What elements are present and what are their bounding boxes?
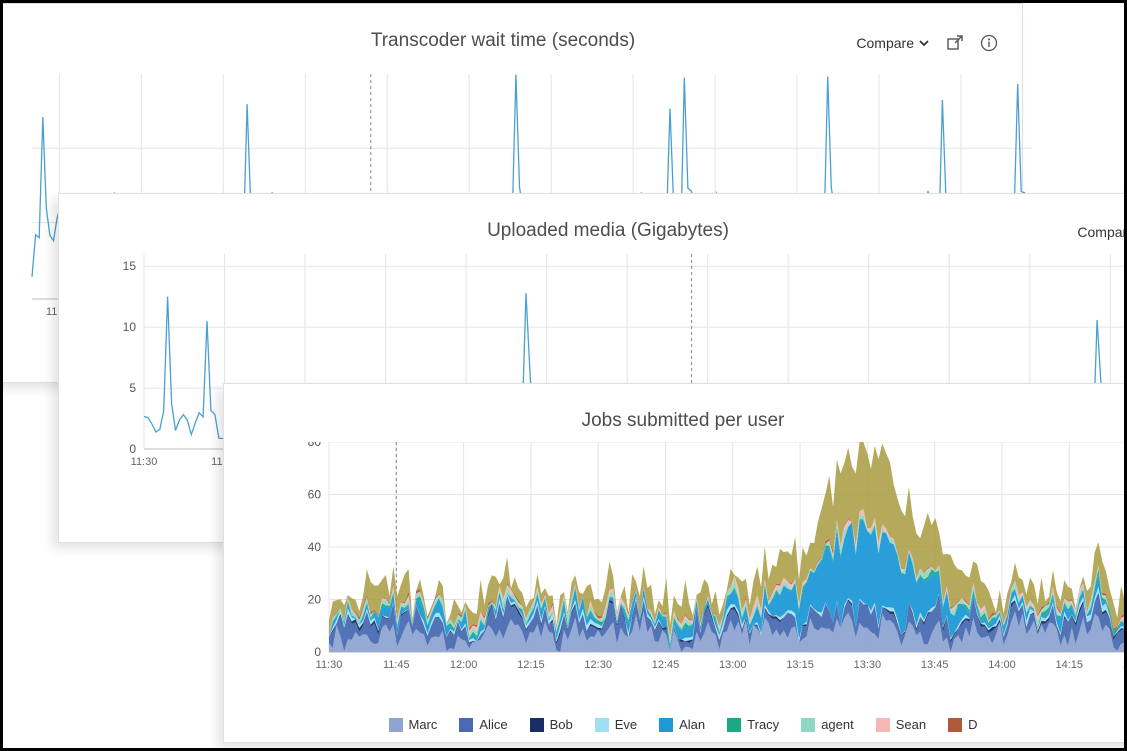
- legend-item[interactable]: Sean: [876, 717, 926, 732]
- svg-text:15: 15: [123, 259, 137, 273]
- legend-item[interactable]: Bob: [530, 717, 573, 732]
- chart-legend: Marc Alice Bob Eve Alan Tracy agent Sean D: [224, 717, 1127, 732]
- svg-text:13:30: 13:30: [854, 659, 882, 671]
- chart-title: Jobs submitted per user: [224, 410, 1127, 432]
- legend-item[interactable]: Marc: [389, 717, 438, 732]
- legend-swatch: [948, 718, 962, 732]
- legend-swatch: [801, 718, 815, 732]
- chevron-down-icon: [918, 37, 930, 49]
- svg-text:20: 20: [308, 593, 322, 607]
- svg-text:14:15: 14:15: [1056, 659, 1084, 671]
- chart-plot-area: 0 20 40 60 80 11:30 11:45 12:00 12:15 12:30 12:45 1…: [284, 442, 1127, 687]
- legend-swatch: [389, 718, 403, 732]
- svg-text:12:45: 12:45: [652, 659, 680, 671]
- legend-item[interactable]: Eve: [595, 717, 637, 732]
- chart-card-jobs-per-user: Jobs submitted per user 0 20 40 60 80 11:30 11…: [223, 383, 1127, 743]
- svg-text:11:45: 11:45: [383, 659, 410, 671]
- svg-text:5: 5: [129, 381, 136, 395]
- svg-text:40: 40: [308, 540, 322, 554]
- chart-title: Uploaded media (Gigabytes): [59, 220, 1127, 242]
- legend-label: Marc: [409, 717, 438, 732]
- legend-item[interactable]: Alice: [459, 717, 507, 732]
- svg-text:60: 60: [308, 488, 322, 502]
- legend-label: Alice: [479, 717, 507, 732]
- legend-label: Alan: [679, 717, 705, 732]
- svg-text:11:30: 11:30: [131, 456, 158, 468]
- legend-swatch: [876, 718, 890, 732]
- legend-swatch: [530, 718, 544, 732]
- legend-label: Sean: [896, 717, 926, 732]
- chart-toolbar: Compare: [1077, 224, 1127, 240]
- legend-item[interactable]: agent: [801, 717, 854, 732]
- svg-text:80: 80: [308, 442, 322, 449]
- legend-item[interactable]: Tracy: [727, 717, 779, 732]
- svg-text:14:30: 14:30: [1123, 659, 1127, 671]
- dashboard-frame: Transcoder wait time (seconds) Compare 1…: [0, 0, 1127, 751]
- svg-text:12:30: 12:30: [584, 659, 612, 671]
- popout-icon[interactable]: [946, 34, 964, 52]
- svg-text:13:15: 13:15: [786, 659, 814, 671]
- svg-text:12:15: 12:15: [517, 659, 545, 671]
- legend-label: agent: [821, 717, 854, 732]
- svg-text:0: 0: [314, 645, 321, 659]
- svg-text:13:00: 13:00: [719, 659, 747, 671]
- compare-button[interactable]: Compare: [856, 35, 930, 51]
- svg-text:0: 0: [129, 442, 136, 456]
- legend-item[interactable]: D: [948, 717, 977, 732]
- legend-swatch: [727, 718, 741, 732]
- stacked-area-svg: 0 20 40 60 80 11:30 11:45 12:00 12:15 12:30 12:45 1…: [284, 442, 1127, 682]
- compare-label: Compare: [856, 35, 914, 51]
- legend-label: Eve: [615, 717, 637, 732]
- chart-toolbar: Compare: [856, 34, 998, 52]
- svg-text:11:30: 11:30: [316, 659, 343, 671]
- svg-text:14:00: 14:00: [988, 659, 1016, 671]
- svg-text:12:00: 12:00: [450, 659, 478, 671]
- legend-swatch: [459, 718, 473, 732]
- legend-label: Tracy: [747, 717, 779, 732]
- svg-text:10: 10: [123, 320, 137, 334]
- svg-text:13:45: 13:45: [921, 659, 949, 671]
- legend-item[interactable]: Alan: [659, 717, 705, 732]
- info-icon[interactable]: [980, 34, 998, 52]
- compare-label: Compare: [1077, 224, 1127, 240]
- legend-label: D: [968, 717, 977, 732]
- legend-swatch: [659, 718, 673, 732]
- legend-swatch: [595, 718, 609, 732]
- legend-label: Bob: [550, 717, 573, 732]
- compare-button[interactable]: Compare: [1077, 224, 1127, 240]
